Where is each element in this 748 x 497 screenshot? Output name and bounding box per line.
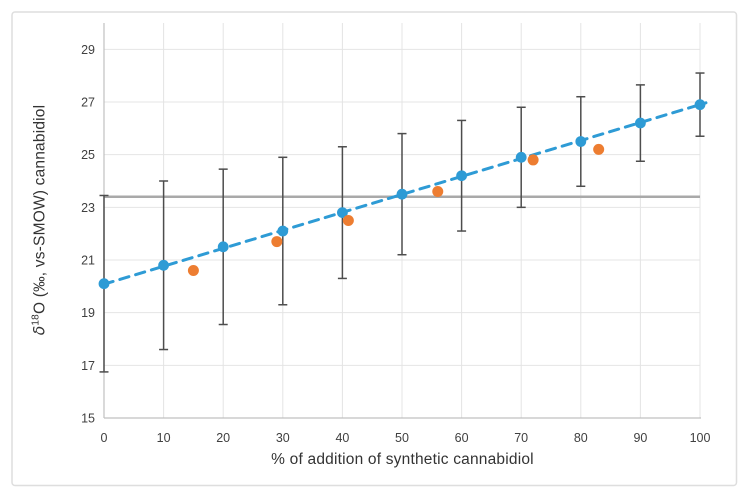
y-tick-label-29: 29 xyxy=(81,43,95,57)
blue-point-x50 xyxy=(396,188,408,200)
orange-point-x83 xyxy=(593,143,605,155)
x-tick-label-70: 70 xyxy=(514,431,528,445)
x-tick-label-100: 100 xyxy=(690,431,711,445)
orange-point-x29 xyxy=(271,236,283,248)
x-tick-label-60: 60 xyxy=(455,431,469,445)
y-tick-label-17: 17 xyxy=(81,359,95,373)
orange-point-x72 xyxy=(527,154,539,166)
y-tick-label-23: 23 xyxy=(81,201,95,215)
y-tick-label-25: 25 xyxy=(81,148,95,162)
blue-point-x10 xyxy=(158,259,170,271)
x-tick-label-90: 90 xyxy=(633,431,647,445)
y-axis-title: δ18O (‰, vs-SMOW) cannabidiol xyxy=(30,104,50,336)
blue-point-x90 xyxy=(635,117,646,129)
blue-point-x20 xyxy=(217,241,229,253)
orange-point-x15 xyxy=(187,265,199,277)
superscript-18: 18 xyxy=(30,314,42,326)
x-tick-label-80: 80 xyxy=(574,431,588,445)
blue-point-x0 xyxy=(98,278,110,290)
blue-point-x60 xyxy=(456,170,467,182)
x-tick-label-20: 20 xyxy=(216,431,230,445)
y-axis-title-rest: O (‰, vs-SMOW) cannabidiol xyxy=(31,104,49,315)
x-tick-label-0: 0 xyxy=(101,431,108,445)
blue-point-x30 xyxy=(277,225,289,237)
x-axis-title: % of addition of synthetic cannabidiol xyxy=(271,451,534,468)
figure-border xyxy=(11,11,738,487)
orange-point-x41 xyxy=(342,215,354,226)
delta-symbol: δ xyxy=(30,325,49,336)
blue-point-x100 xyxy=(694,99,706,111)
y-tick-label-21: 21 xyxy=(81,254,95,268)
y-tick-label-15: 15 xyxy=(81,412,95,426)
y-tick-label-19: 19 xyxy=(81,306,95,320)
blue-point-x40 xyxy=(337,207,348,219)
x-tick-label-10: 10 xyxy=(157,431,171,445)
y-tick-label-27: 27 xyxy=(81,96,95,110)
x-tick-label-30: 30 xyxy=(276,431,290,445)
blue-point-x70 xyxy=(515,151,527,163)
x-tick-label-50: 50 xyxy=(395,431,409,445)
blue-point-x80 xyxy=(575,136,587,147)
orange-point-x56 xyxy=(432,186,444,198)
x-tick-label-40: 40 xyxy=(335,431,349,445)
